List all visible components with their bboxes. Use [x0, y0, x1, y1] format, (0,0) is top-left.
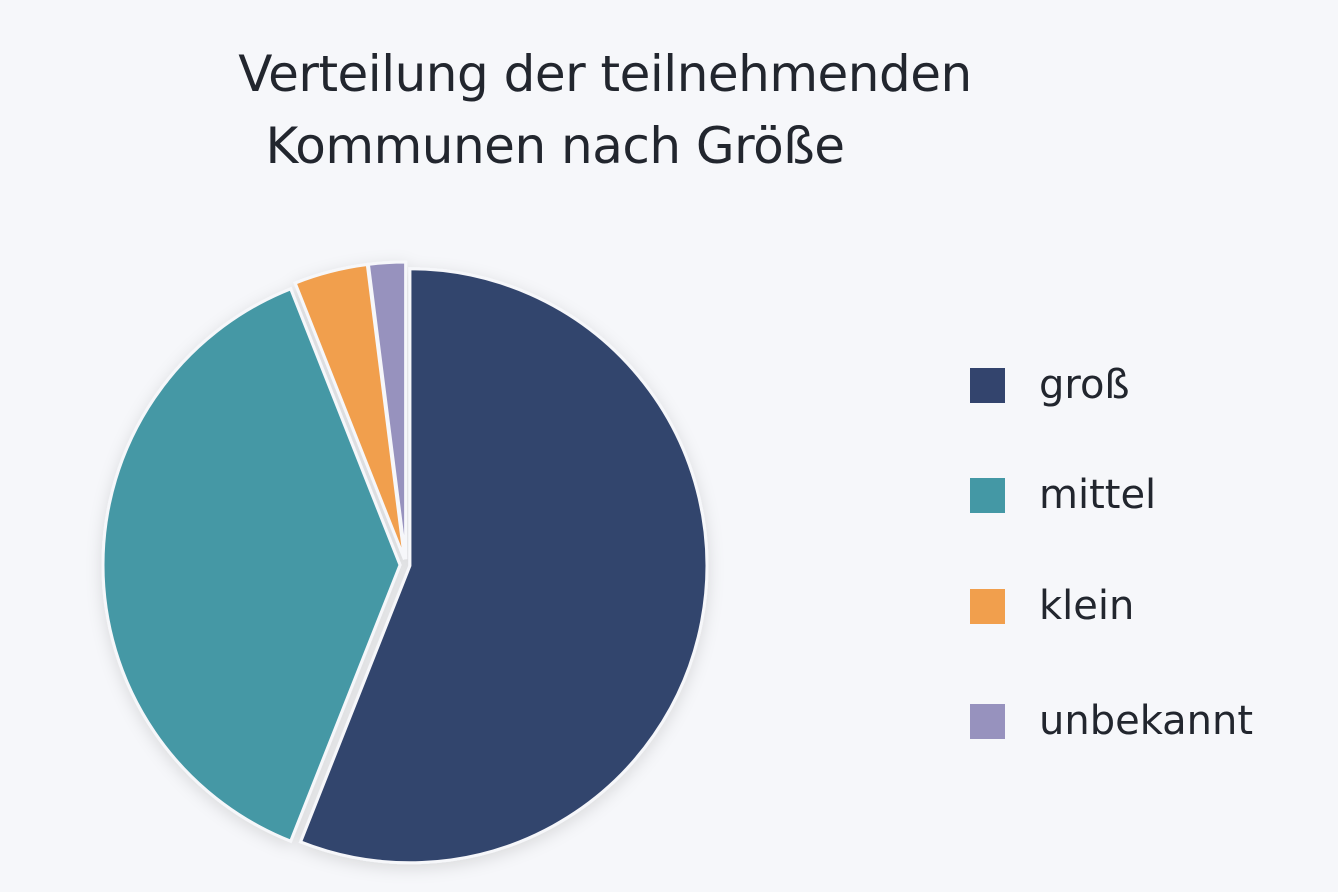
legend-label-mittel: mittel [1039, 472, 1157, 518]
legend-swatch-mittel [970, 477, 1005, 513]
legend-label-klein: klein [1039, 583, 1135, 629]
chart-title-line-1: Verteilung der teilnehmenden [238, 45, 972, 103]
pie-slice-gross [298, 267, 709, 865]
pie-slice-unbekannt [366, 260, 408, 560]
legend-item-mittel: mittel [970, 472, 1157, 518]
legend-swatch-klein [970, 588, 1005, 624]
legend-item-unbekannt: unbekannt [970, 698, 1254, 744]
legend-swatch-unbekannt [970, 703, 1005, 739]
chart-title: Verteilung der teilnehmenden Kommunen na… [0, 38, 1210, 182]
legend-item-gross: groß [970, 362, 1130, 408]
legend-swatch-gross [970, 367, 1005, 403]
pie-slice-mittel [101, 286, 402, 844]
legend-label-unbekannt: unbekannt [1039, 698, 1254, 744]
legend-label-gross: groß [1039, 362, 1130, 408]
chart-title-line-2: Kommunen nach Größe [265, 117, 845, 175]
legend-item-klein: klein [970, 583, 1135, 629]
